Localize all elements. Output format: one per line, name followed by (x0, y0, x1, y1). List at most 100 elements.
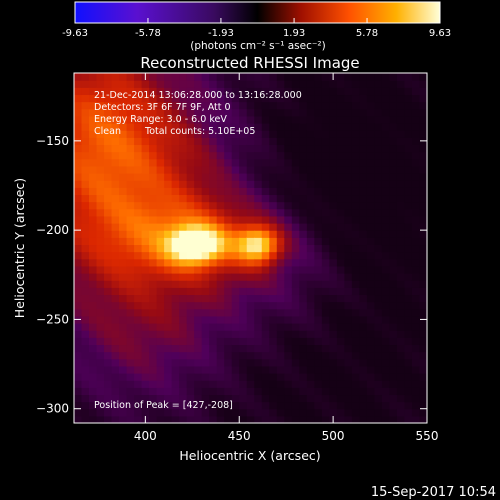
heatmap-cell (344, 287, 353, 296)
heatmap-cell (269, 73, 278, 81)
heatmap-cell (336, 87, 345, 96)
heatmap-cell (254, 158, 263, 167)
heatmap-cell (231, 87, 240, 96)
heatmap-cell (381, 208, 391, 217)
heatmap-cell (119, 251, 128, 260)
heatmap-cell (216, 401, 225, 410)
heatmap-cell (321, 408, 330, 417)
heatmap-cell (246, 208, 255, 217)
heatmap-cell (111, 123, 120, 131)
heatmap-cell (299, 365, 308, 374)
heatmap-cell (201, 337, 210, 346)
heatmap-cell (351, 201, 361, 210)
heatmap-cell (74, 201, 83, 210)
heatmap-cell (239, 380, 248, 388)
heatmap-cell (336, 180, 345, 188)
heatmap-cell (209, 194, 218, 203)
heatmap-cell (419, 151, 427, 160)
heatmap-cell (216, 265, 225, 274)
heatmap-cell (269, 215, 278, 224)
heatmap-cell (171, 344, 180, 353)
heatmap-cell (81, 187, 90, 196)
heatmap-cell (141, 115, 150, 124)
colorbar (74, 1, 441, 24)
heatmap-cell (276, 201, 285, 210)
heatmap-cell (111, 173, 120, 181)
heatmap-cell (74, 337, 83, 346)
heatmap-cell (89, 137, 98, 146)
heatmap-cell (89, 187, 98, 196)
heatmap-cell (224, 130, 233, 138)
heatmap-cell (126, 101, 135, 110)
heatmap-cell (374, 344, 383, 353)
heatmap-cell (284, 323, 293, 331)
heatmap-cell (149, 130, 158, 138)
heatmap-cell (314, 180, 323, 188)
heatmap-cell (411, 223, 421, 231)
heatmap-cell (366, 265, 376, 274)
heatmap-cell (366, 323, 376, 331)
heatmap-cell (246, 87, 255, 96)
heatmap-cell (156, 80, 165, 88)
heatmap-cell (269, 123, 278, 131)
heatmap-cell (186, 387, 195, 396)
heatmap-cell (299, 180, 308, 188)
heatmap-cell (314, 201, 323, 210)
heatmap-cell (149, 394, 158, 403)
heatmap-cell (134, 165, 143, 174)
heatmap-cell (239, 308, 248, 317)
heatmap-cell (321, 394, 330, 403)
heatmap-cell (351, 273, 361, 281)
heatmap-cell (194, 165, 203, 174)
heatmap-cell (374, 394, 383, 403)
heatmap-cell (419, 387, 427, 396)
heatmap-cell (134, 208, 143, 217)
heatmap-cell (96, 401, 105, 410)
heatmap-cell (179, 294, 188, 303)
heatmap-cell (336, 194, 345, 203)
heatmap-cell (134, 351, 143, 360)
heatmap-cell (381, 358, 391, 367)
heatmap-cell (411, 273, 421, 281)
heatmap-cell (329, 380, 338, 388)
heatmap-cell (396, 101, 406, 110)
heatmap-cell (141, 351, 150, 360)
heatmap-cell (186, 123, 195, 131)
heatmap-cell (81, 323, 90, 331)
heatmap-cell (246, 280, 255, 288)
heatmap-cell (126, 223, 135, 231)
heatmap-cell (359, 137, 368, 146)
heatmap-cell (209, 180, 218, 188)
heatmap-cell (216, 365, 225, 374)
heatmap-cell (374, 80, 383, 88)
heatmap-cell (389, 244, 398, 253)
heatmap-cell (111, 330, 120, 338)
heatmap-cell (186, 237, 195, 246)
heatmap-cell (411, 323, 421, 331)
heatmap-cell (201, 358, 210, 367)
heatmap-cell (329, 165, 338, 174)
heatmap-cell (171, 358, 180, 367)
heatmap-cell (254, 144, 263, 153)
heatmap-cell (171, 194, 180, 203)
heatmap-cell (149, 273, 158, 281)
heatmap-cell (171, 237, 180, 246)
heatmap-cell (254, 94, 263, 103)
heatmap-cell (149, 315, 158, 324)
heatmap-cell (81, 80, 90, 88)
heatmap-cell (179, 194, 188, 203)
heatmap-cell (156, 251, 165, 260)
heatmap-cell (216, 330, 225, 338)
heatmap-cell (231, 180, 240, 188)
heatmap-cell (164, 251, 173, 260)
heatmap-cell (314, 73, 323, 81)
heatmap-cell (126, 251, 135, 260)
heatmap-cell (366, 187, 376, 196)
heatmap-cell (201, 215, 210, 224)
heatmap-cell (194, 144, 203, 153)
heatmap-cell (269, 94, 278, 103)
heatmap-cell (96, 80, 105, 88)
heatmap-cell (81, 401, 90, 410)
heatmap-cell (411, 408, 421, 417)
heatmap-cell (351, 394, 361, 403)
